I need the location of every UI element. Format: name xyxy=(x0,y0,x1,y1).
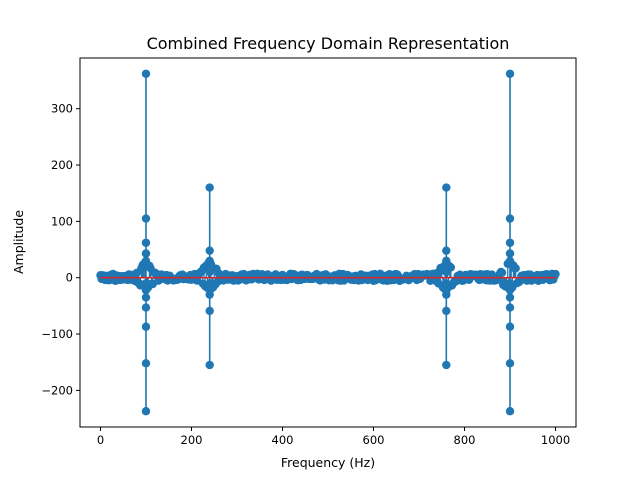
peak-point xyxy=(205,290,214,299)
peak-point xyxy=(141,214,151,223)
peak-point xyxy=(442,267,451,277)
axis-ticks: 0 200 400 600 800 1000 −200 −100 0 100 200 300 xyxy=(41,102,570,447)
peak-point xyxy=(205,267,214,277)
peak-point xyxy=(442,290,451,299)
chart-title: Combined Frequency Domain Representation xyxy=(147,34,510,53)
peak-point xyxy=(442,183,451,192)
peak-point xyxy=(505,249,515,258)
peak-point xyxy=(205,256,214,266)
peak-point xyxy=(505,303,515,312)
peak-point xyxy=(505,359,515,368)
x-tick-label: 1000 xyxy=(541,433,570,447)
y-tick-label: 100 xyxy=(51,214,73,228)
peak-point xyxy=(141,238,151,247)
peak-point xyxy=(205,246,214,255)
data-point xyxy=(511,264,520,273)
peak-point xyxy=(442,306,451,316)
peak-point xyxy=(141,303,151,312)
peak-point xyxy=(205,306,214,316)
peak-point xyxy=(505,238,515,247)
y-tick-label: 300 xyxy=(51,102,73,116)
peak-point xyxy=(505,279,515,288)
plot-frame xyxy=(79,57,577,428)
peak-point xyxy=(505,214,515,223)
x-tick-label: 600 xyxy=(363,433,385,447)
data-point xyxy=(551,269,560,279)
y-tick-label: −100 xyxy=(41,327,73,341)
peak-point xyxy=(505,256,515,266)
x-tick-label: 800 xyxy=(454,433,476,447)
peak-point xyxy=(141,256,151,266)
y-tick-label: 0 xyxy=(66,271,73,285)
peak-point xyxy=(505,285,515,295)
peak-point xyxy=(442,256,451,266)
x-tick-label: 0 xyxy=(97,433,104,447)
peak-point xyxy=(141,279,151,288)
peak-point xyxy=(141,322,151,331)
peak-point xyxy=(205,183,214,192)
y-tick-label: 200 xyxy=(51,158,73,172)
data-point xyxy=(497,268,507,277)
peak-point xyxy=(505,322,515,331)
peak-point xyxy=(141,249,151,258)
plot-area xyxy=(96,69,560,416)
peak-point xyxy=(505,407,515,416)
y-tick-label: −200 xyxy=(41,383,73,397)
peak-point xyxy=(205,360,214,370)
peak-point xyxy=(505,69,515,78)
x-axis-label: Frequency (Hz) xyxy=(281,455,375,470)
peak-point xyxy=(141,407,151,416)
peak-point xyxy=(141,359,151,368)
peak-point xyxy=(442,246,451,255)
peak-point xyxy=(442,283,451,293)
x-tick-label: 200 xyxy=(181,433,203,447)
peak-point xyxy=(141,293,151,302)
peak-point xyxy=(141,285,151,295)
y-axis-label: Amplitude xyxy=(11,210,26,274)
peak-point xyxy=(505,293,515,302)
x-tick-label: 400 xyxy=(272,433,294,447)
peak-point xyxy=(141,69,151,78)
peak-point xyxy=(442,360,451,370)
peak-point xyxy=(205,283,214,293)
